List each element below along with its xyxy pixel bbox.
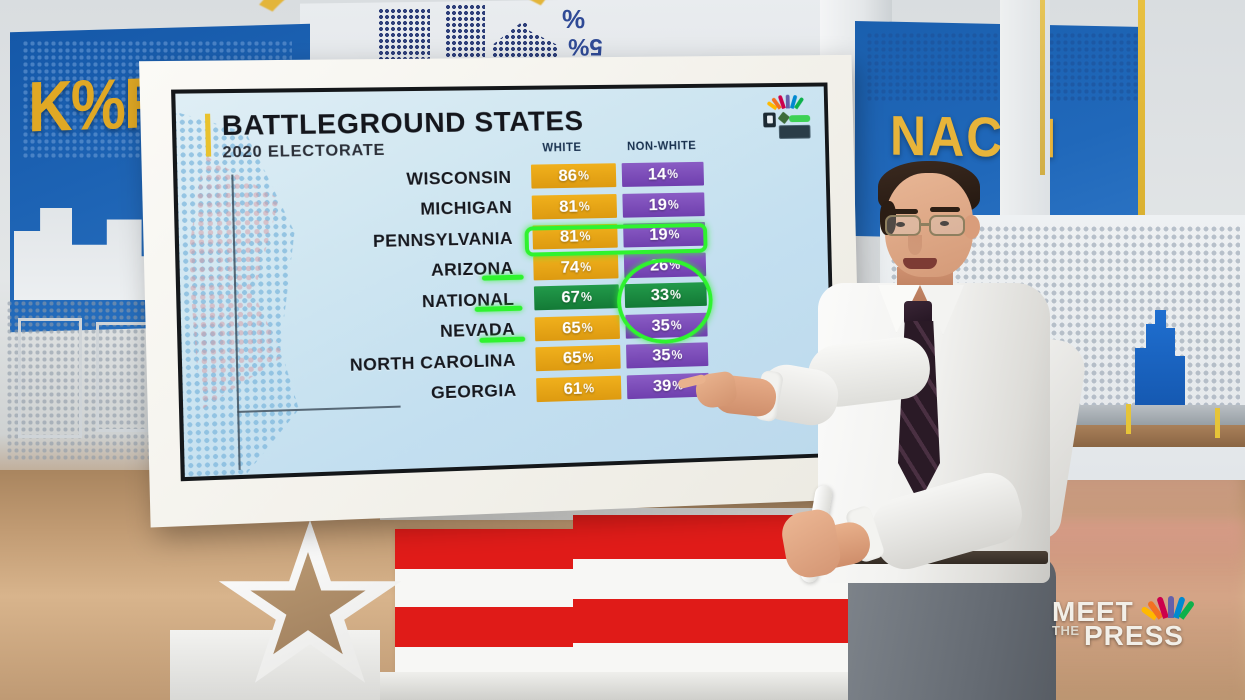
screen-toolbar[interactable] xyxy=(761,92,814,140)
logo-line-2: THE xyxy=(1052,623,1080,638)
row-bars: 81% 19% xyxy=(531,192,705,220)
bar-non-white: 26% xyxy=(623,252,707,278)
bar-white: 86% xyxy=(530,163,617,189)
presenter-brow-left xyxy=(888,209,918,214)
glasses-bridge xyxy=(921,223,931,226)
bar-white: 65% xyxy=(535,345,621,372)
green-swatch-icon[interactable] xyxy=(789,115,811,123)
logo-line-1: MEET xyxy=(1052,596,1134,627)
row-bars: 81% 19% xyxy=(532,222,706,250)
telestration-dash-nevada xyxy=(481,274,524,281)
title-accent-bar xyxy=(204,113,212,157)
bar-white: 81% xyxy=(531,193,618,220)
presenter-ear xyxy=(963,215,980,239)
bar-white: 81% xyxy=(532,224,618,250)
percent-symbol-1: % xyxy=(562,4,586,34)
presenter-mouth xyxy=(903,258,937,269)
lens-right xyxy=(929,215,965,236)
yellow-accent-bar-b xyxy=(1215,408,1220,438)
page-title: BATTLEGROUND STATES xyxy=(221,105,584,142)
bar-non-white: 19% xyxy=(623,222,706,248)
left-wall-frame-a xyxy=(18,318,82,438)
nbc-peacock-icon xyxy=(1140,596,1196,621)
desk-base xyxy=(360,672,880,700)
row-label: PENNSYLVANIA xyxy=(372,227,514,251)
glasses-icon xyxy=(883,215,975,237)
column-header-white: WHITE xyxy=(542,141,582,155)
page-subtitle: 2020 ELECTORATE xyxy=(222,141,386,162)
presenter xyxy=(677,155,1100,700)
row-label: WISCONSIN xyxy=(406,166,512,189)
screenshot-icon[interactable] xyxy=(763,112,776,128)
bar-non-white: 35% xyxy=(625,312,708,339)
toolbar-icon[interactable] xyxy=(778,124,811,139)
presenter-nose xyxy=(908,235,922,255)
bar-white: 61% xyxy=(536,375,622,402)
bar-non-white: 19% xyxy=(622,192,705,218)
logo-line-3: PRESS xyxy=(1084,620,1184,651)
gold-strip-right-2 xyxy=(1040,0,1045,175)
column-header-non-white: NON-WHITE xyxy=(626,140,697,154)
meet-the-press-logo: MEET THE PRESS xyxy=(1052,596,1202,654)
pen-icon[interactable] xyxy=(777,111,790,125)
row-label: NORTH CAROLINA xyxy=(349,349,517,375)
row-bars: 65% 35% xyxy=(534,312,708,342)
lens-left xyxy=(885,215,921,236)
presenter-eye-right xyxy=(940,221,949,226)
gold-strip-right xyxy=(1138,0,1145,250)
flag-stripes-left xyxy=(395,529,575,699)
bar-white: 67% xyxy=(533,284,620,311)
bar-non-white: 33% xyxy=(624,282,707,309)
left-wall-frame-b xyxy=(96,322,150,432)
presenter-eye-left xyxy=(896,222,905,227)
bar-non-white: 14% xyxy=(621,162,705,188)
row-bars: 67% 33% xyxy=(533,282,707,311)
yellow-accent-bar-a xyxy=(1126,404,1131,434)
row-bars: 65% 35% xyxy=(535,342,709,372)
row-label: GEORGIA xyxy=(430,380,517,403)
nbc-peacock-icon xyxy=(766,94,805,111)
row-label: MICHIGAN xyxy=(420,197,513,219)
percent-symbol-2: 5% xyxy=(568,33,603,60)
bar-white: 74% xyxy=(533,254,619,281)
bar-white: 65% xyxy=(534,314,620,342)
row-bars: 74% 26% xyxy=(533,252,707,281)
row-bars: 86% 14% xyxy=(530,162,705,189)
wall-ledge-wood xyxy=(1060,425,1245,447)
bar-non-white: 35% xyxy=(626,342,709,369)
presenter-brow-right xyxy=(930,207,960,212)
